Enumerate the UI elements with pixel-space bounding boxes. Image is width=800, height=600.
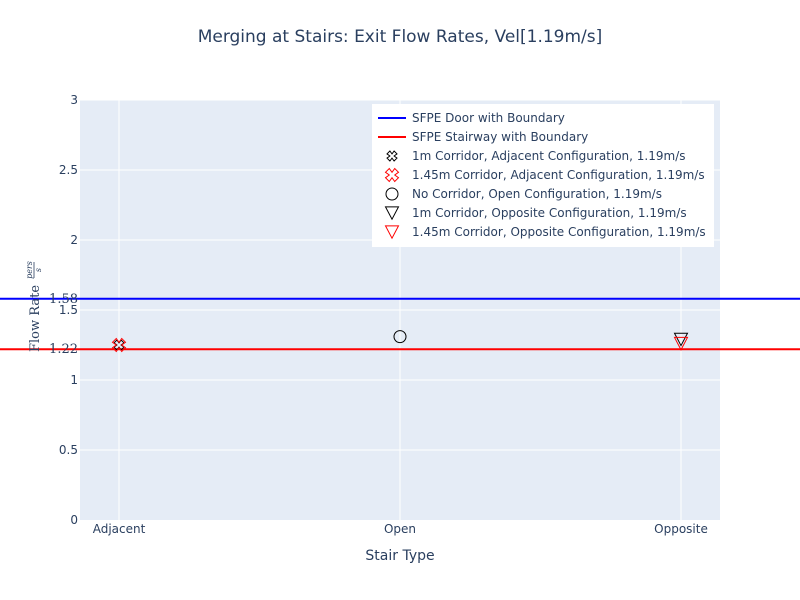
legend-marker-swatch [384, 206, 400, 221]
legend-label: 1m Corridor, Opposite Configuration, 1.1… [412, 206, 687, 220]
legend-item: SFPE Door with Boundary [378, 111, 565, 125]
y-tick-label: 2 [70, 233, 78, 247]
x-tick-label: Open [384, 522, 416, 536]
legend-marker-swatch [386, 150, 398, 162]
legend-marker-swatch [384, 167, 400, 183]
legend-item: 1.45m Corridor, Opposite Configuration, … [384, 225, 706, 240]
legend-marker-swatch [384, 225, 400, 240]
y-tick-label: 2.5 [59, 163, 78, 177]
data-point [673, 336, 689, 351]
y-axis-title-prefix: Flow Rate [28, 285, 43, 352]
legend-item: 1m Corridor, Opposite Configuration, 1.1… [384, 206, 687, 221]
x-ticks: Adjacent Open Opposite [93, 522, 708, 536]
reference-lines [0, 297, 800, 351]
legend-label: SFPE Door with Boundary [412, 111, 565, 125]
y-tick-label: 0.5 [59, 443, 78, 457]
y-tick-label: 1 [70, 373, 78, 387]
y-tick-label-extra: 1.22 [49, 342, 78, 357]
legend-item: 1.45m Corridor, Adjacent Configuration, … [384, 167, 705, 183]
data-point [673, 332, 689, 347]
x-axis-title: Stair Type [365, 548, 434, 564]
data-point [393, 330, 407, 344]
legend-label: 1.45m Corridor, Opposite Configuration, … [412, 225, 706, 239]
chart-title: Merging at Stairs: Exit Flow Rates, Vel[… [198, 27, 603, 47]
y-axis-title-denominator: s [34, 268, 43, 272]
legend-item: 1m Corridor, Adjacent Configuration, 1.1… [386, 149, 686, 163]
legend-item: No Corridor, Open Configuration, 1.19m/s [385, 187, 662, 201]
y-axis-title: Flow Rate pers s [25, 261, 43, 352]
x-tick-label: Adjacent [93, 522, 146, 536]
y-tick-label: 0 [70, 513, 78, 527]
y-tick-label: 1.5 [59, 303, 78, 317]
legend-box [372, 104, 714, 247]
legend-item: SFPE Stairway with Boundary [378, 130, 588, 144]
legend-label: 1m Corridor, Adjacent Configuration, 1.1… [412, 149, 686, 163]
x-tick-label: Opposite [654, 522, 708, 536]
y-axis-title-numerator: pers [25, 261, 34, 279]
y-tick-label-extra: 1.58 [49, 292, 78, 307]
y-tick-label: 3 [70, 93, 78, 107]
markers [111, 330, 689, 353]
data-point [111, 337, 127, 353]
legend-label: 1.45m Corridor, Adjacent Configuration, … [412, 168, 705, 182]
legend: SFPE Door with Boundary SFPE Stairway wit… [372, 104, 714, 247]
y-ticks: 0 0.5 1 1.5 2 2.5 3 1.58 1.22 [49, 93, 78, 527]
legend-label: SFPE Stairway with Boundary [412, 130, 588, 144]
legend-label: No Corridor, Open Configuration, 1.19m/s [412, 187, 662, 201]
legend-marker-swatch [385, 187, 399, 201]
